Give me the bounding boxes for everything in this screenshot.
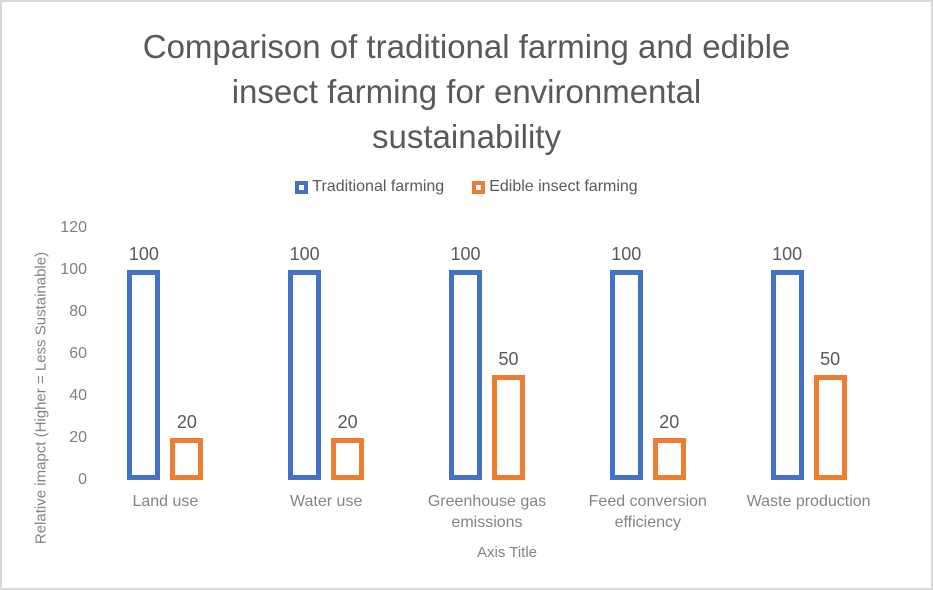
category-label-land-use: Land use [132,493,199,510]
y-tick-label-120: 120 [60,219,87,236]
legend-label: Traditional farming [312,178,445,195]
bar-traditional-farming-feed-conversion-efficiency [609,270,643,480]
bar-edible-insect-farming-waste-production [813,375,847,480]
data-label-traditional-farming-waste-production: 100 [772,244,803,264]
bar-traditional-farming-land-use [127,270,161,480]
legend-label: Edible insect farming [489,178,638,195]
chart-title: Comparison of traditional farming and ed… [2,24,931,159]
legend: Traditional farming Edible insect farmin… [2,178,931,196]
data-label-edible-insect-farming-waste-production: 50 [820,349,841,369]
category-label-greenhouse-gas-emissions: Greenhouse gas emissions [427,493,547,531]
bar-edible-insect-farming-land-use [170,438,204,480]
y-tick-label-40: 40 [69,387,87,404]
bar-edible-insect-farming-water-use [331,438,365,480]
legend-swatch-edible-insect-farming-icon [472,180,486,194]
data-label-edible-insect-farming-feed-conversion-efficiency: 20 [659,412,680,432]
data-label-edible-insect-farming-land-use: 20 [176,412,197,432]
y-tick-label-20: 20 [69,429,87,446]
bar-edible-insect-farming-feed-conversion-efficiency [652,438,686,480]
data-label-edible-insect-farming-greenhouse-gas-emissions: 50 [498,349,519,369]
chart-title-line: Comparison of traditional farming and ed… [142,28,791,65]
chart-title-line: insect farming for environmental [231,73,702,110]
data-label-traditional-farming-water-use: 100 [289,244,320,264]
bar-traditional-farming-water-use [288,270,322,480]
y-tick-label-0: 0 [78,471,87,488]
data-label-traditional-farming-greenhouse-gas-emissions: 100 [450,244,481,264]
bar-traditional-farming-greenhouse-gas-emissions [449,270,482,480]
x-axis-title: Axis Title [476,544,537,561]
y-tick-label-60: 60 [69,345,87,362]
category-label-water-use: Water use [290,493,363,510]
bar-edible-insect-farming-greenhouse-gas-emissions [492,375,525,480]
data-label-edible-insect-farming-water-use: 20 [337,412,358,432]
data-label-traditional-farming-land-use: 100 [128,244,159,264]
legend-item-traditional-farming: Traditional farming [295,178,444,196]
category-label-feed-conversion-efficiency: Feed conversion efficiency [588,493,707,531]
legend-item-edible-insect-farming: Edible insect farming [472,178,638,196]
y-tick-label-80: 80 [69,303,87,320]
y-tick-label-100: 100 [60,261,87,278]
legend-swatch-traditional-farming-icon [295,180,309,194]
data-label-traditional-farming-feed-conversion-efficiency: 100 [611,244,642,264]
category-label-waste-production: Waste production [746,493,871,510]
chart-title-line: sustainability [372,118,561,155]
bar-traditional-farming-waste-production [770,270,804,480]
